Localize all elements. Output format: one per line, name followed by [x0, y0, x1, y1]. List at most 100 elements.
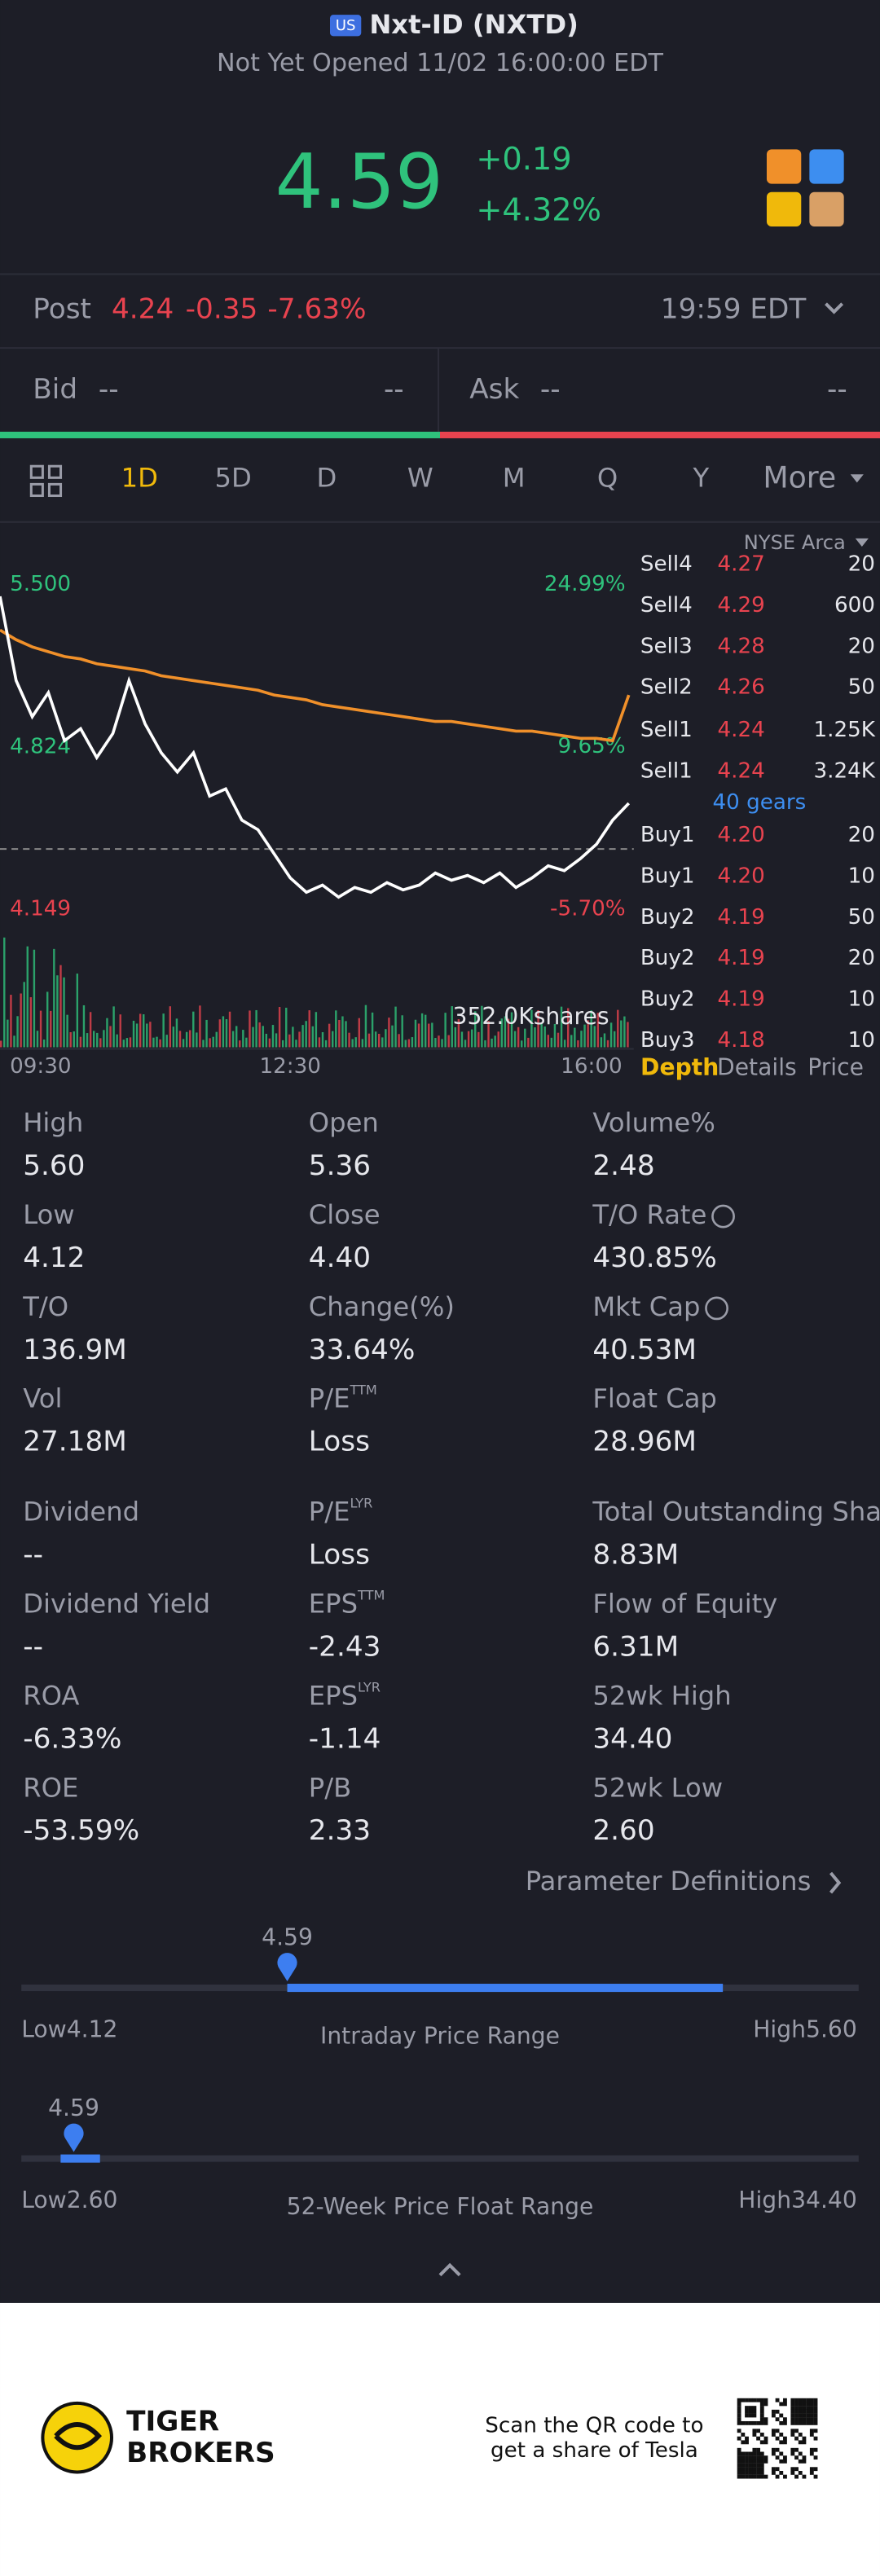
- post-time[interactable]: 19:59 EDT: [661, 292, 807, 325]
- param-link[interactable]: Parameter Definitions: [526, 1866, 812, 1897]
- qr-cell: [809, 2409, 814, 2414]
- period-tab[interactable]: D: [317, 462, 337, 493]
- volume-bar-decor: [116, 1034, 118, 1048]
- qr-cell: [790, 2470, 795, 2475]
- volume-bar-decor: [613, 1031, 616, 1048]
- period-tab[interactable]: Q: [597, 462, 618, 493]
- qr-cell: [806, 2420, 811, 2425]
- period-tab[interactable]: Y: [693, 462, 710, 493]
- range-title: 52-Week Price Float Range: [287, 2193, 594, 2220]
- range-high-label: High: [753, 2016, 806, 2042]
- volume-bar-decor: [507, 1018, 510, 1048]
- icon[interactable]: [766, 191, 802, 227]
- volume-bar-decor: [288, 1034, 291, 1048]
- volume-bar-decor: [620, 1020, 623, 1048]
- volume-bar-decor: [580, 1031, 583, 1048]
- book-tab[interactable]: Price: [807, 1054, 864, 1081]
- icon[interactable]: [809, 191, 844, 227]
- stat-label: Change(%): [309, 1291, 455, 1322]
- qr-cell: [794, 2447, 799, 2452]
- qr-cell: [759, 2467, 764, 2472]
- period-tab[interactable]: 1D: [121, 462, 158, 493]
- dropdown[interactable]: [850, 474, 864, 483]
- qr-cell: [752, 2398, 757, 2402]
- qr-cell: [775, 2398, 780, 2402]
- qr-cell: [756, 2470, 761, 2475]
- volume-bar-decor: [391, 1025, 394, 1048]
- stat-value: 5.60: [23, 1150, 85, 1182]
- qr-cell: [790, 2447, 795, 2452]
- ask-bar: [440, 431, 880, 438]
- layout-icon[interactable]: [29, 464, 63, 498]
- status: Not Yet Opened 11/02 16:00:00 EDT: [217, 49, 664, 77]
- volume-bar-decor: [321, 1031, 324, 1048]
- chevron[interactable]: [825, 302, 844, 314]
- qr-cell: [794, 2429, 799, 2433]
- qr-cell: [763, 2474, 768, 2479]
- book-tab[interactable]: Details: [717, 1054, 797, 1081]
- stat-label-text: Vol: [23, 1383, 62, 1414]
- gears[interactable]: 40 gears: [712, 790, 806, 815]
- brand: BROKERS: [126, 2437, 275, 2469]
- volume-bar-decor: [377, 1034, 381, 1048]
- period-tab[interactable]: W: [407, 462, 433, 493]
- icon[interactable]: [809, 149, 844, 184]
- qr-cell: [737, 2451, 741, 2456]
- volume-bar-decor: [447, 1035, 450, 1048]
- qr-cell: [763, 2417, 768, 2422]
- collapse[interactable]: [438, 2262, 461, 2277]
- qr-cell: [806, 2417, 811, 2422]
- info-icon[interactable]: [705, 1296, 728, 1321]
- volume-bar-decor: [324, 1040, 328, 1048]
- qr-cell: [745, 2440, 749, 2445]
- stat-value: --: [23, 1539, 43, 1572]
- volume-bar-decor: [202, 1040, 205, 1048]
- qr-cell: [794, 2436, 799, 2441]
- x-tick-label: 16:00: [561, 1054, 622, 1079]
- volume-bar-decor: [513, 1031, 517, 1048]
- qr-cell: [771, 2470, 776, 2475]
- range-marker: [277, 1953, 297, 1981]
- volume-label: 352.0Kshares: [453, 1003, 609, 1030]
- stat-label: Close: [309, 1199, 381, 1230]
- volume-bar-decor: [205, 1019, 208, 1048]
- qr-cell: [783, 2436, 787, 2441]
- dropdown[interactable]: [855, 538, 869, 547]
- chevron[interactable]: [829, 1871, 842, 1894]
- qr-cell: [763, 2398, 768, 2402]
- qr-cell: [798, 2402, 803, 2407]
- qr-cell: [779, 2440, 784, 2445]
- qr-cell: [756, 2474, 761, 2479]
- volume-bar-decor: [590, 1010, 592, 1048]
- qr-cell: [813, 2398, 818, 2402]
- period-tab[interactable]: 5D: [214, 462, 251, 493]
- period-tab[interactable]: M: [503, 462, 526, 493]
- qr-cell: [783, 2474, 787, 2479]
- qr-cell: [759, 2406, 764, 2411]
- range-high: High5.60: [753, 2016, 857, 2042]
- post-price: 4.24: [112, 292, 174, 325]
- qr-cell: [802, 2459, 807, 2464]
- info-icon[interactable]: [711, 1204, 735, 1229]
- qr-cell: [779, 2459, 784, 2464]
- period-tab[interactable]: More: [763, 459, 836, 495]
- stat-label-text: P/B: [309, 1772, 351, 1803]
- volume-bar-decor: [345, 1021, 347, 1048]
- qr-cell: [790, 2398, 795, 2402]
- qr-cell: [741, 2398, 746, 2402]
- stat-label-text: Low: [23, 1199, 74, 1230]
- qr-cell: [809, 2417, 814, 2422]
- volume-bar-decor: [371, 1012, 374, 1048]
- volume-bar-decor: [103, 1030, 105, 1048]
- qr-cell: [752, 2470, 757, 2475]
- exchange[interactable]: NYSE Arca: [744, 531, 846, 554]
- volume-bar-decor: [550, 1037, 553, 1048]
- icon[interactable]: [766, 149, 802, 184]
- book-price: 4.19: [718, 987, 765, 1012]
- stat-value: 5.36: [309, 1150, 371, 1182]
- qr-cell: [752, 2406, 757, 2411]
- book-tab[interactable]: Depth: [640, 1054, 719, 1081]
- qr-cell: [763, 2455, 768, 2460]
- qr-cell: [756, 2420, 761, 2425]
- qr-cell: [809, 2447, 814, 2452]
